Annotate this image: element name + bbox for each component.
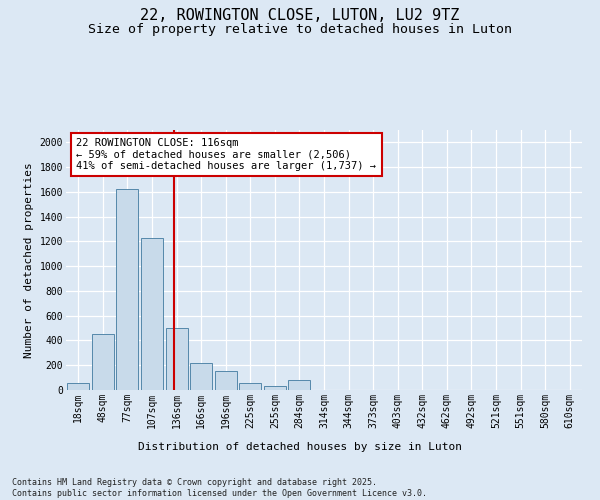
Y-axis label: Number of detached properties: Number of detached properties: [24, 162, 34, 358]
Bar: [190, 364, 212, 390]
Text: Contains HM Land Registry data © Crown copyright and database right 2025.
Contai: Contains HM Land Registry data © Crown c…: [12, 478, 427, 498]
Bar: [67, 383, 89, 390]
Bar: [141, 238, 163, 390]
Bar: [289, 380, 310, 390]
Bar: [166, 328, 188, 390]
Bar: [215, 372, 237, 390]
Text: 22, ROWINGTON CLOSE, LUTON, LU2 9TZ: 22, ROWINGTON CLOSE, LUTON, LU2 9TZ: [140, 8, 460, 22]
Text: Distribution of detached houses by size in Luton: Distribution of detached houses by size …: [138, 442, 462, 452]
Bar: [239, 383, 262, 390]
Bar: [116, 190, 139, 390]
Bar: [264, 386, 286, 390]
Text: Size of property relative to detached houses in Luton: Size of property relative to detached ho…: [88, 22, 512, 36]
Bar: [92, 334, 114, 390]
Text: 22 ROWINGTON CLOSE: 116sqm
← 59% of detached houses are smaller (2,506)
41% of s: 22 ROWINGTON CLOSE: 116sqm ← 59% of deta…: [76, 138, 376, 171]
